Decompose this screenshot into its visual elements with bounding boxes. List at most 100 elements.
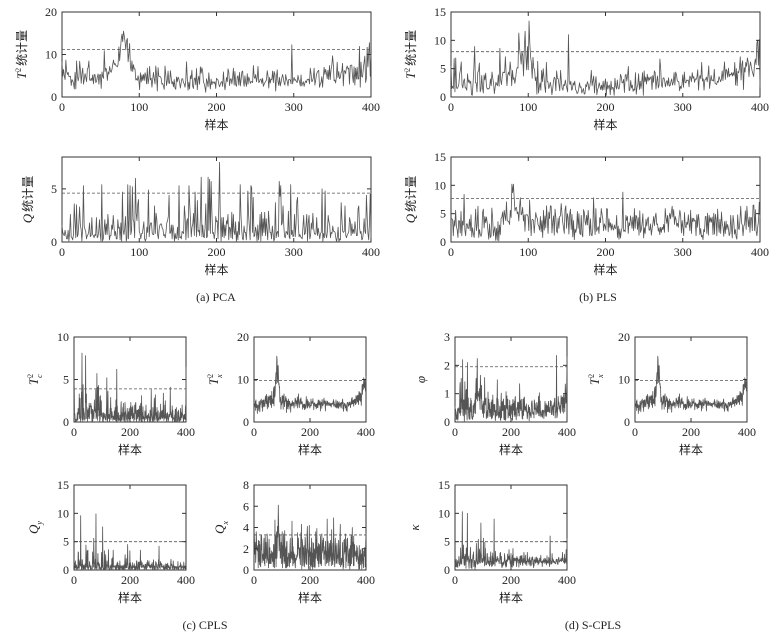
x-tick-label: 100 [130, 245, 148, 259]
y-axis-label: T2统计量 [403, 30, 418, 79]
x-tick-label: 200 [208, 100, 226, 114]
y-tick-label: 0 [243, 415, 249, 429]
x-tick-label: 200 [121, 425, 139, 439]
series-line [253, 355, 367, 414]
x-tick-label: 400 [357, 425, 375, 439]
y-tick-label: 5 [440, 62, 446, 76]
y-tick-label: 15 [434, 150, 446, 164]
x-tick-label: 200 [682, 425, 700, 439]
series-line [73, 513, 187, 571]
x-tick-label: 0 [59, 245, 65, 259]
chart-cpls-tx2: 0 200 400 0 10 20 样本 T2x [206, 330, 375, 457]
chart-pls-t2: 0 100 200 300 400 0 5 10 15 样本 T2统计量 [403, 5, 769, 132]
y-tick-label: 1 [444, 387, 450, 401]
series-line [73, 352, 187, 423]
y-axis-label: Q统计量 [403, 176, 418, 223]
chart-scpls-phi: 0 200 400 0 1 2 3 样本 φ [413, 330, 576, 457]
x-tick-label: 100 [130, 100, 148, 114]
x-axis-label: 样本 [593, 262, 617, 277]
y-tick-label: 10 [618, 373, 630, 387]
y-tick-label: 5 [63, 373, 69, 387]
x-tick-label: 300 [674, 100, 692, 114]
y-tick-label: 5 [63, 535, 69, 549]
x-tick-label: 0 [71, 573, 77, 587]
x-axis-label: 样本 [118, 442, 142, 457]
x-tick-label: 0 [452, 425, 458, 439]
plot-frame [253, 336, 367, 423]
y-axis-label: T2c [26, 374, 44, 385]
y-tick-label: 0 [624, 415, 630, 429]
x-tick-label: 200 [208, 245, 226, 259]
series-line [61, 161, 372, 243]
x-axis-label: 样本 [204, 117, 228, 132]
chart-cpls-tc2: 0 200 400 0 5 10 样本 T2c [26, 330, 195, 457]
y-axis-label: Qy [26, 521, 44, 534]
x-axis-label: 样本 [118, 590, 142, 605]
x-axis-label: 样本 [679, 442, 703, 457]
x-tick-label: 0 [632, 425, 638, 439]
x-tick-label: 0 [71, 425, 77, 439]
series-line [61, 30, 372, 93]
y-tick-label: 15 [434, 5, 446, 19]
y-tick-label: 10 [57, 330, 69, 344]
x-tick-label: 400 [357, 573, 375, 587]
chart-scpls-tx2: 0 200 400 0 10 20 样本 T2x [587, 330, 756, 457]
y-tick-label: 3 [444, 330, 450, 344]
x-tick-label: 400 [177, 573, 195, 587]
x-tick-label: 200 [301, 425, 319, 439]
y-tick-label: 5 [440, 207, 446, 221]
y-axis-label: κ [407, 524, 422, 531]
y-tick-label: 0 [51, 235, 57, 249]
x-axis-label: 样本 [499, 442, 523, 457]
y-tick-label: 20 [237, 330, 249, 344]
plot-frame [61, 11, 372, 98]
caption-panel-b: (b) PLS [579, 290, 617, 304]
x-tick-label: 400 [751, 245, 769, 259]
x-tick-label: 0 [448, 245, 454, 259]
series-line [450, 20, 761, 96]
y-tick-label: 0 [51, 90, 57, 104]
x-tick-label: 300 [285, 100, 303, 114]
x-tick-label: 200 [597, 100, 615, 114]
y-tick-label: 10 [57, 506, 69, 520]
x-tick-label: 400 [362, 245, 380, 259]
series-line [634, 355, 748, 414]
chart-scpls-kappa: 0 200 400 0 5 10 15 样本 κ [407, 478, 576, 605]
y-tick-label: 8 [243, 478, 249, 492]
x-tick-label: 100 [519, 100, 537, 114]
x-tick-label: 400 [558, 573, 576, 587]
x-axis-label: 样本 [298, 590, 322, 605]
plot-frame [634, 336, 748, 423]
y-tick-label: 0 [440, 235, 446, 249]
x-tick-label: 300 [285, 245, 303, 259]
y-tick-label: 10 [434, 33, 446, 47]
y-tick-label: 0 [444, 563, 450, 577]
chart-pca-q: 0 100 200 300 400 0 5 样本 Q统计量 [20, 156, 380, 277]
y-tick-label: 0 [243, 563, 249, 577]
series-line [253, 504, 367, 570]
y-axis-label: T2统计量 [14, 30, 29, 79]
y-tick-label: 10 [434, 178, 446, 192]
y-tick-label: 15 [57, 478, 69, 492]
x-tick-label: 0 [452, 573, 458, 587]
y-tick-label: 5 [51, 182, 57, 196]
x-tick-label: 400 [738, 425, 756, 439]
x-axis-label: 样本 [298, 442, 322, 457]
y-tick-label: 0 [63, 563, 69, 577]
x-tick-label: 200 [502, 573, 520, 587]
caption-panel-c: (c) CPLS [182, 618, 228, 632]
series-line [454, 511, 568, 570]
y-tick-label: 20 [45, 5, 57, 19]
x-tick-label: 200 [121, 573, 139, 587]
x-tick-label: 400 [362, 100, 380, 114]
x-tick-label: 100 [519, 245, 537, 259]
series-line [450, 183, 761, 242]
y-tick-label: 2 [243, 542, 249, 556]
y-axis-label: φ [413, 376, 428, 383]
chart-pls-q: 0 100 200 300 400 0 5 10 15 样本 Q统计量 [403, 150, 769, 277]
y-axis-label: T2x [587, 374, 605, 385]
y-tick-label: 10 [45, 48, 57, 62]
y-tick-label: 4 [243, 521, 249, 535]
caption-panel-a: (a) PCA [196, 290, 236, 304]
